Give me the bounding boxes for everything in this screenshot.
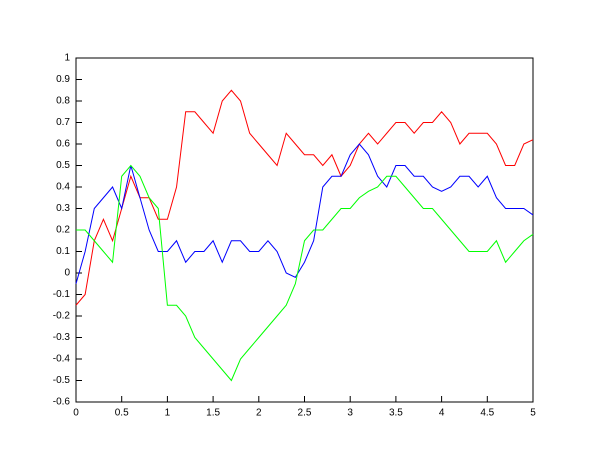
y-tick-label: 0.7	[56, 117, 70, 128]
x-tick-label: 1.5	[206, 408, 220, 419]
x-tick-label: 1	[165, 408, 171, 419]
y-tick-label: 0.8	[56, 96, 70, 107]
y-tick-label: 0.5	[56, 160, 70, 171]
series-line	[76, 164, 534, 382]
y-tick-label: 0.1	[56, 246, 70, 257]
y-tick-label: -0.5	[53, 375, 71, 386]
y-tick-label: 0.4	[56, 182, 70, 193]
x-tick-label: 4	[439, 408, 445, 419]
x-tick-label: 5	[530, 408, 536, 419]
x-tick-label: 0.5	[115, 408, 129, 419]
series-line	[75, 143, 534, 284]
y-tick-label: -0.3	[53, 332, 71, 343]
y-tick-label: -0.2	[53, 311, 71, 322]
series-line	[75, 89, 534, 306]
y-tick-label: 1	[64, 53, 70, 64]
x-tick-label: 2	[256, 408, 262, 419]
x-tick-label: 3	[347, 408, 353, 419]
x-tick-label: 2.5	[298, 408, 312, 419]
x-tick-label: 4.5	[480, 408, 494, 419]
y-tick-label: -0.4	[53, 354, 71, 365]
x-tick-label: 0	[73, 408, 79, 419]
y-tick-label: -0.1	[53, 289, 71, 300]
x-tick-label: 3.5	[389, 408, 403, 419]
y-tick-label: 0.3	[56, 203, 70, 214]
y-tick-label: 0.9	[56, 74, 70, 85]
y-tick-label: 0.6	[56, 139, 70, 150]
y-tick-label: 0.2	[56, 225, 70, 236]
y-tick-label: 0	[64, 268, 70, 279]
y-tick-label: -0.6	[53, 397, 71, 408]
